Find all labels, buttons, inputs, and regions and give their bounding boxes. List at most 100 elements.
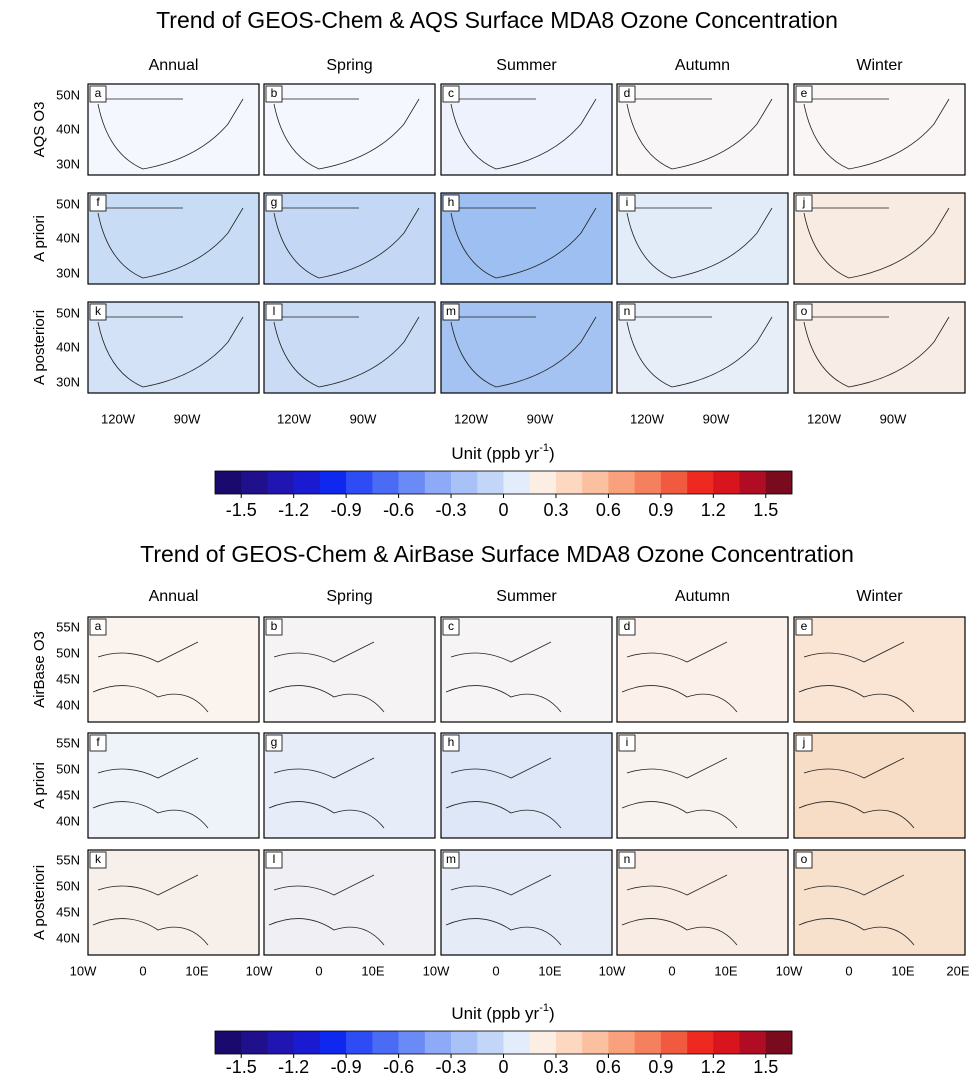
colorbar-label: 0 [498, 1057, 508, 1077]
panel-label-box [442, 851, 460, 869]
lat-label: 55N [56, 619, 80, 634]
panel-label: l [273, 304, 276, 318]
lon-label: 0 [315, 963, 322, 978]
lon-label: 0 [845, 963, 852, 978]
map-panel [87, 849, 260, 956]
colorbar-swatch [713, 1031, 740, 1054]
colorbar-swatch [451, 1031, 478, 1054]
panel-label-box [795, 618, 813, 636]
panel-label: n [624, 852, 631, 866]
column-header: Annual [149, 57, 199, 74]
colorbar-swatch [372, 471, 399, 494]
colorbar-label: -1.5 [226, 500, 257, 520]
colorbar-swatch [398, 1031, 426, 1054]
coastline [268, 757, 385, 829]
colorbar-label: -0.9 [331, 1057, 362, 1077]
panel-label: g [271, 735, 278, 749]
colorbar-label: -0.9 [331, 500, 362, 520]
map-panel [87, 616, 260, 723]
panel-label-box [618, 734, 636, 752]
colorbar-swatch [582, 1031, 609, 1054]
colorbar-swatch [267, 471, 294, 494]
colorbar-swatch [319, 471, 347, 494]
panel-label: m [446, 304, 456, 318]
panel-label-box [442, 194, 460, 212]
lat-label: 40N [56, 339, 80, 354]
colorbar-swatch [215, 1031, 242, 1054]
colorbar-swatch [608, 471, 635, 494]
colorbar-swatch [765, 471, 793, 494]
colorbar-label: 1.2 [701, 1057, 726, 1077]
colorbar-label: 0.9 [648, 1057, 673, 1077]
colorbar-swatch [241, 471, 268, 494]
lat-label: 45N [56, 904, 80, 919]
colorbar-swatch [555, 1031, 583, 1054]
unit-text: Unit (ppb yr [451, 1004, 539, 1023]
lat-label: 40N [56, 230, 80, 245]
lat-label: 50N [56, 645, 80, 660]
colorbar-swatch [241, 1031, 268, 1054]
coastline [621, 641, 738, 713]
coastline [802, 98, 950, 170]
coastline [268, 874, 385, 946]
map-panel [616, 849, 789, 956]
lon-label: 10E [361, 963, 384, 978]
panel-label: f [96, 735, 100, 749]
colorbar-label: 1.5 [753, 500, 778, 520]
coastline [272, 98, 420, 170]
panel-label: l [273, 852, 276, 866]
lat-label: 50N [56, 196, 80, 211]
lat-label: 50N [56, 761, 80, 776]
colorbar-swatch [608, 1031, 635, 1054]
coastline [96, 316, 244, 388]
colorbar-label: 0 [498, 500, 508, 520]
panel-label: c [448, 619, 454, 633]
panel-label: m [446, 852, 456, 866]
column-header: Winter [856, 57, 903, 74]
panel-label: a [95, 86, 102, 100]
coastline [268, 641, 385, 713]
panel-label-box [89, 851, 107, 869]
lon-label: 120W [630, 411, 665, 426]
colorbar-swatch [555, 471, 583, 494]
colorbar-label: -1.2 [278, 1057, 309, 1077]
colorbar-swatch [215, 471, 242, 494]
lon-label: 90W [880, 411, 907, 426]
panel-label-box [442, 85, 460, 103]
lon-label: 20E [946, 963, 969, 978]
map-panel [616, 732, 789, 839]
figure-title: Trend of GEOS-Chem & AQS Surface MDA8 Oz… [156, 7, 838, 33]
panel-label-box [265, 303, 283, 321]
lon-label: 120W [807, 411, 842, 426]
panel-label-box [265, 851, 283, 869]
row-label: A posteriori [31, 310, 48, 385]
colorbar-swatch [634, 1031, 662, 1054]
panel-label: h [448, 735, 455, 749]
lon-label: 0 [139, 963, 146, 978]
panel-label-box [442, 618, 460, 636]
coastline [798, 757, 915, 829]
map-panel [87, 732, 260, 839]
column-header: Spring [326, 57, 372, 74]
lat-label: 50N [56, 87, 80, 102]
panel-label-box [795, 303, 813, 321]
column-header: Summer [496, 588, 557, 605]
colorbar-swatch [424, 1031, 452, 1054]
colorbar-swatch [293, 1031, 321, 1054]
panel-label: j [802, 195, 806, 209]
colorbar-swatch [346, 471, 373, 494]
colorbar-label: 1.5 [753, 1057, 778, 1077]
colorbar-swatch [765, 1031, 793, 1054]
lon-label: 90W [527, 411, 554, 426]
lat-label: 55N [56, 735, 80, 750]
map-panel [440, 192, 613, 285]
panel-label: b [271, 86, 278, 100]
map-panel [87, 192, 260, 285]
lon-label: 0 [668, 963, 675, 978]
lon-label: 10W [423, 963, 450, 978]
lat-label: 40N [56, 813, 80, 828]
lat-label: 50N [56, 878, 80, 893]
colorbar-label: -0.3 [436, 1057, 467, 1077]
coastline [621, 757, 738, 829]
panel-label: d [624, 86, 631, 100]
